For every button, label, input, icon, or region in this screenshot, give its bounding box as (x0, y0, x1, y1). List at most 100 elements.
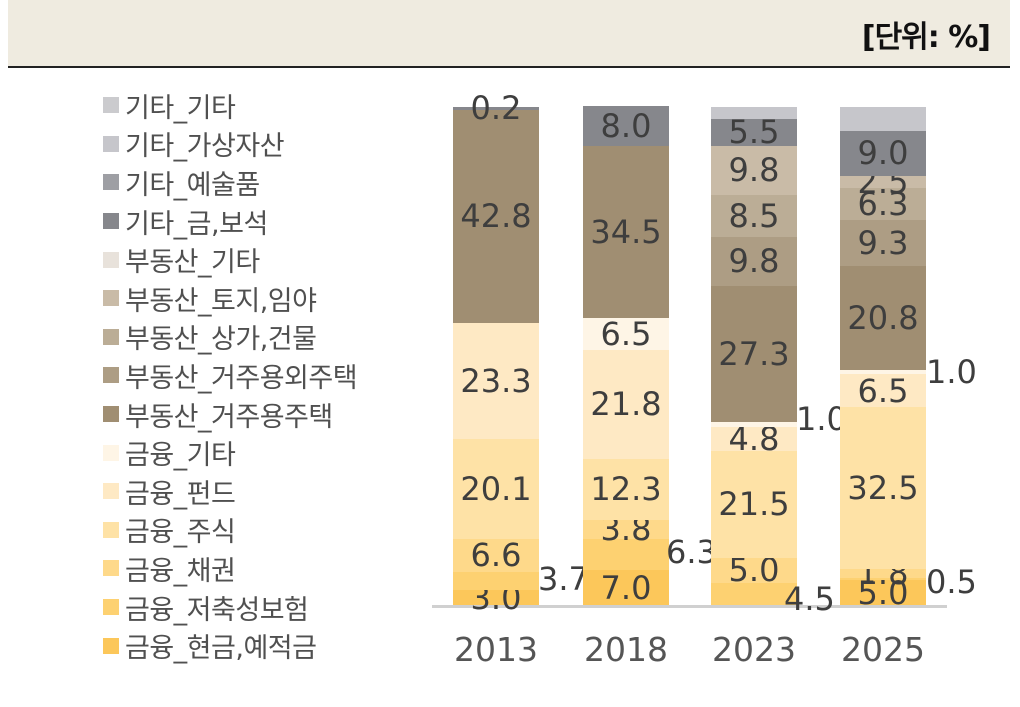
legend-swatch-icon (103, 174, 119, 191)
data-label: 6.6 (470, 536, 522, 575)
legend-item: 금융_현금,예적금 (103, 626, 357, 665)
bar-segment: 21.8 (583, 350, 669, 459)
legend-label: 금융_채권 (125, 555, 236, 587)
data-label: 20.1 (460, 469, 532, 508)
legend-label: 금융_펀드 (125, 478, 236, 510)
chart-header: [단위: %] (8, 0, 1010, 68)
bar-segment: 2.5 (840, 163, 926, 201)
legend-item: 금융_펀드 (103, 472, 357, 511)
bar-segment (840, 107, 926, 131)
outside-data-label: 0.5 (926, 563, 977, 601)
legend-swatch-icon (103, 367, 119, 384)
bar-segment: 9.8 (711, 237, 797, 286)
chart-legend: 기타_기타 기타_가상자산 기타_예술품 기타_금,보석 부동산_기타 부동산_토지,임야… (103, 86, 358, 665)
legend-swatch-icon (103, 444, 119, 461)
unit-label: [단위: %] (861, 20, 991, 55)
bar-segment: 34.5 (583, 145, 669, 318)
bar-2023: 5.0 21.5 4.8 27.3 9.8 8.5 9.8 5.5 (711, 107, 797, 605)
legend-swatch-icon (103, 213, 119, 230)
data-label: 21.5 (718, 485, 790, 524)
bar-segment: 7.0 (583, 568, 669, 607)
data-label: 42.8 (460, 197, 532, 236)
data-label: 6.5 (857, 371, 909, 410)
x-axis-tick-label: 2018 (584, 630, 668, 669)
legend-label: 부동산_거주용외주택 (125, 362, 358, 394)
bar-segment: 42.8 (453, 109, 539, 323)
bar-segment (453, 571, 539, 591)
legend-item: 금융_채권 (103, 549, 357, 588)
bar-segment: 5.0 (711, 551, 797, 589)
legend-label: 부동산_거주용주택 (125, 401, 333, 433)
bar-segment: 3.0 (453, 579, 539, 617)
bar-segment: 12.3 (583, 458, 669, 520)
stacked-bar-chart: 3.0 6.6 20.1 23.3 42.8 0.2 3.7 2013 7.0 3.8 12.3 21… (432, 89, 977, 669)
legend-swatch-icon (103, 599, 119, 616)
bar-segment: 9.8 (711, 145, 797, 195)
data-label: 6.3 (857, 184, 909, 223)
legend-swatch-icon (103, 637, 119, 654)
bar-segment: 27.3 (711, 285, 797, 422)
legend-label: 기타_가상자산 (125, 131, 285, 163)
legend-item: 부동산_기타 (103, 240, 357, 279)
bar-segment (840, 369, 926, 375)
bar-segment (711, 107, 797, 119)
x-axis-line (432, 605, 947, 608)
legend-swatch-icon (103, 328, 119, 345)
bar-segment: 6.5 (583, 315, 669, 353)
legend-item: 부동산_상가,건물 (103, 318, 357, 357)
bar-segment: 6.3 (840, 185, 926, 223)
legend-swatch-icon (103, 251, 119, 268)
legend-swatch-icon (103, 483, 119, 500)
outside-data-label: 1.0 (926, 353, 977, 391)
bar-2025: 5.0 1.8 32.5 6.5 20.8 9.3 6.3 2.5 9.0 (840, 107, 926, 612)
data-label: 5.5 (728, 113, 780, 152)
bar-segment: 6.5 (840, 372, 926, 410)
data-label: 34.5 (590, 212, 662, 251)
bar-segment (711, 582, 797, 605)
bar-segment: 0.2 (453, 89, 539, 127)
data-label: 32.5 (847, 468, 919, 507)
bar-segment: 32.5 (840, 406, 926, 569)
data-label: 12.3 (590, 470, 662, 509)
data-label: 9.3 (857, 223, 909, 262)
bar-segment: 8.5 (711, 194, 797, 238)
outside-data-label: 6.3 (666, 533, 717, 571)
outside-data-label: 3.7 (538, 560, 589, 598)
legend-item: 기타_예술품 (103, 163, 357, 202)
legend-swatch-icon (103, 290, 119, 307)
legend-item: 금융_기타 (103, 433, 357, 472)
bar-segment: 4.8 (711, 420, 797, 458)
legend-swatch-icon (103, 97, 119, 114)
outside-data-label: 4.5 (784, 580, 835, 618)
legend-label: 금융_현금,예적금 (125, 633, 317, 665)
data-label: 7.0 (600, 568, 652, 607)
legend-label: 기타_예술품 (125, 169, 260, 201)
data-label: 20.8 (847, 298, 919, 337)
bar-segment: 3.8 (583, 510, 669, 548)
legend-label: 부동산_기타 (125, 247, 260, 279)
legend-item: 부동산_거주용주택 (103, 395, 357, 434)
bar-2018: 7.0 3.8 12.3 21.8 6.5 34.5 8.0 (583, 106, 669, 607)
legend-swatch-icon (103, 135, 119, 152)
data-label: 8.5 (728, 196, 780, 235)
data-label: 9.8 (728, 242, 780, 281)
bar-segment: 20.1 (453, 438, 539, 539)
bar-segment (840, 577, 926, 581)
bar-segment: 6.6 (453, 536, 539, 575)
data-label: 0.2 (470, 89, 522, 128)
bar-segment: 20.8 (840, 265, 926, 370)
legend-label: 기타_기타 (125, 92, 236, 124)
data-label: 8.0 (600, 106, 652, 145)
legend-label: 금융_주식 (125, 517, 236, 549)
bar-segment: 23.3 (453, 322, 539, 439)
legend-item: 금융_주식 (103, 511, 357, 550)
bar-segment: 9.0 (840, 131, 926, 176)
outside-data-label: 1.0 (796, 400, 847, 438)
legend-item: 기타_기타 (103, 86, 357, 125)
legend-swatch-icon (103, 406, 119, 423)
data-label: 9.0 (857, 134, 909, 173)
legend-label: 금융_기타 (125, 440, 236, 472)
legend-label: 금융_저축성보험 (125, 594, 309, 626)
data-label: 23.3 (460, 361, 532, 400)
legend-item: 기타_가상자산 (103, 125, 357, 164)
